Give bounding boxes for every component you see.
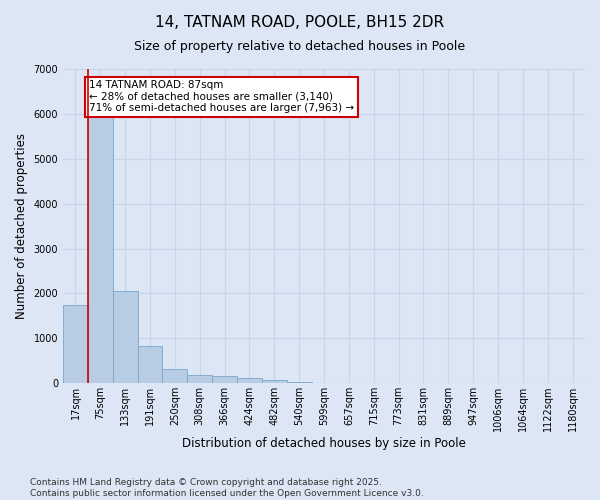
Text: Size of property relative to detached houses in Poole: Size of property relative to detached ho…	[134, 40, 466, 53]
Text: Contains HM Land Registry data © Crown copyright and database right 2025.
Contai: Contains HM Land Registry data © Crown c…	[30, 478, 424, 498]
Bar	[63, 304, 88, 383]
Text: 14 TATNAM ROAD: 87sqm
← 28% of detached houses are smaller (3,140)
71% of semi-d: 14 TATNAM ROAD: 87sqm ← 28% of detached …	[89, 80, 354, 114]
Bar	[187, 374, 212, 383]
Bar	[287, 382, 311, 383]
Bar	[212, 376, 237, 383]
Y-axis label: Number of detached properties: Number of detached properties	[15, 133, 28, 319]
Bar	[262, 380, 287, 383]
Bar	[163, 370, 187, 383]
Bar	[237, 378, 262, 383]
Bar	[137, 346, 163, 383]
X-axis label: Distribution of detached houses by size in Poole: Distribution of detached houses by size …	[182, 437, 466, 450]
Text: 14, TATNAM ROAD, POOLE, BH15 2DR: 14, TATNAM ROAD, POOLE, BH15 2DR	[155, 15, 445, 30]
Bar	[88, 110, 113, 383]
Bar	[113, 291, 137, 383]
